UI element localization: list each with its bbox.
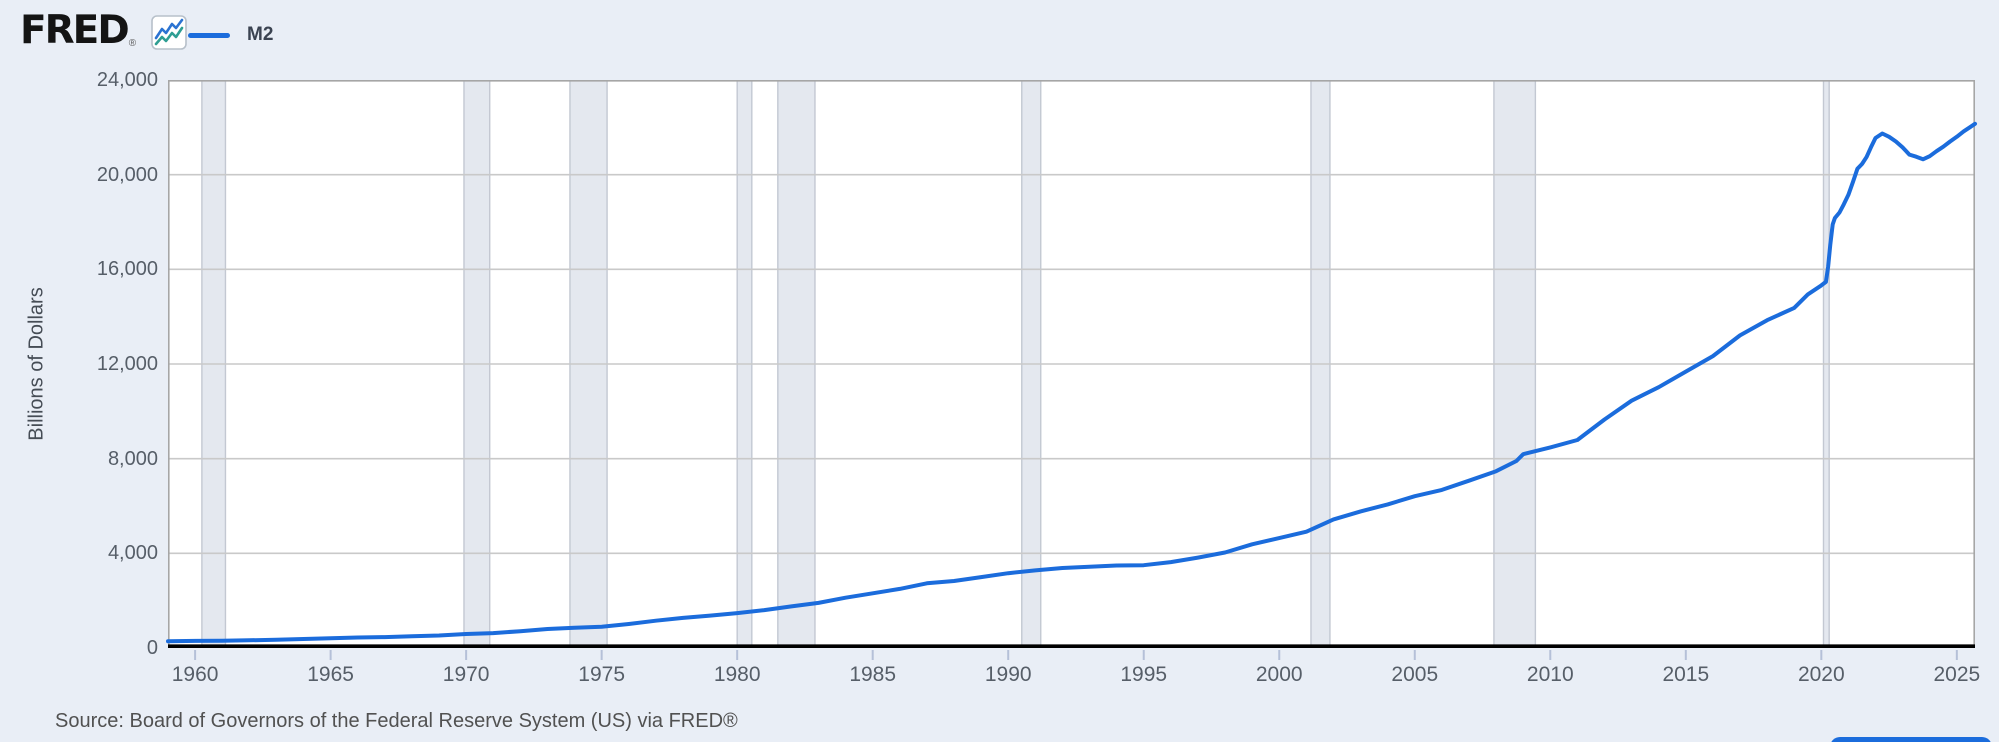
fred-logo-text: FRED — [20, 8, 130, 53]
x-tick-label: 2015 — [1662, 663, 1710, 686]
y-tick-label: 16,000 — [96, 258, 158, 281]
y-axis-tick-labels: 0 4,000 8,000 12,000 16,000 20,000 24,000 — [0, 69, 158, 659]
y-tick-label: 20,000 — [96, 163, 158, 186]
series-line-m2 — [166, 121, 1977, 644]
line-chart-icon — [151, 15, 187, 55]
x-tick-label: 1960 — [171, 663, 219, 686]
x-tick-label: 1965 — [307, 663, 354, 686]
x-tick-label: 1980 — [713, 663, 761, 686]
x-tick-label: 2010 — [1526, 663, 1574, 686]
fred-logo[interactable]: FRED ® — [20, 8, 187, 55]
x-tick-label: 1990 — [984, 663, 1032, 686]
x-tick-label: 1970 — [442, 663, 490, 686]
registered-trademark: ® — [128, 38, 137, 49]
icon-teal-sparkline — [154, 26, 184, 46]
legend-item-m2[interactable]: M2 — [188, 23, 273, 47]
x-tick-label: 2025 — [1933, 663, 1981, 686]
x-tick-label: 1985 — [849, 663, 897, 686]
bottom-right-button[interactable] — [1830, 737, 1992, 742]
plot-area[interactable] — [166, 80, 1977, 672]
y-tick-label: 24,000 — [96, 69, 158, 91]
legend-line-swatch — [188, 32, 230, 38]
legend-series-label: M2 — [247, 24, 274, 45]
y-tick-label: 8,000 — [107, 447, 158, 470]
x-tick-label: 2020 — [1797, 663, 1845, 686]
x-tick-label: 2005 — [1391, 663, 1439, 686]
x-tick-label: 2000 — [1255, 663, 1303, 686]
x-tick-label: 1995 — [1120, 663, 1168, 686]
y-tick-label: 4,000 — [107, 542, 158, 565]
icon-blue-sparkline — [154, 18, 184, 40]
x-tick-label: 1975 — [578, 663, 626, 686]
y-tick-label: 12,000 — [96, 353, 158, 375]
y-tick-label: 0 — [146, 637, 158, 659]
x-axis-tick-labels: 1960 1965 1970 1975 1980 1985 1990 1995 2000 2005… — [168, 662, 1980, 688]
source-attribution: Source: Board of Governors of the Federa… — [55, 710, 738, 732]
